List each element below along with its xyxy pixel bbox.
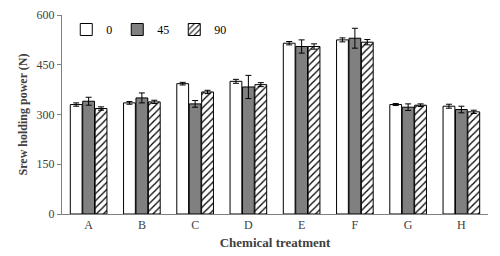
svg-text:C: C: [191, 218, 199, 232]
svg-text:150: 150: [37, 157, 55, 171]
svg-text:D: D: [244, 218, 253, 232]
svg-text:Srew holding power (N): Srew holding power (N): [16, 54, 30, 176]
svg-text:F: F: [352, 218, 359, 232]
svg-text:A: A: [84, 218, 93, 232]
svg-text:B: B: [138, 218, 146, 232]
svg-text:450: 450: [37, 58, 55, 72]
svg-text:0: 0: [106, 23, 112, 37]
svg-text:Chemical treatment: Chemical treatment: [220, 235, 331, 250]
svg-text:300: 300: [37, 108, 55, 122]
svg-text:G: G: [404, 218, 413, 232]
svg-text:45: 45: [157, 23, 169, 37]
svg-text:600: 600: [37, 8, 55, 22]
svg-text:H: H: [457, 218, 466, 232]
svg-text:E: E: [298, 218, 305, 232]
svg-text:0: 0: [49, 207, 55, 221]
svg-text:90: 90: [214, 23, 226, 37]
